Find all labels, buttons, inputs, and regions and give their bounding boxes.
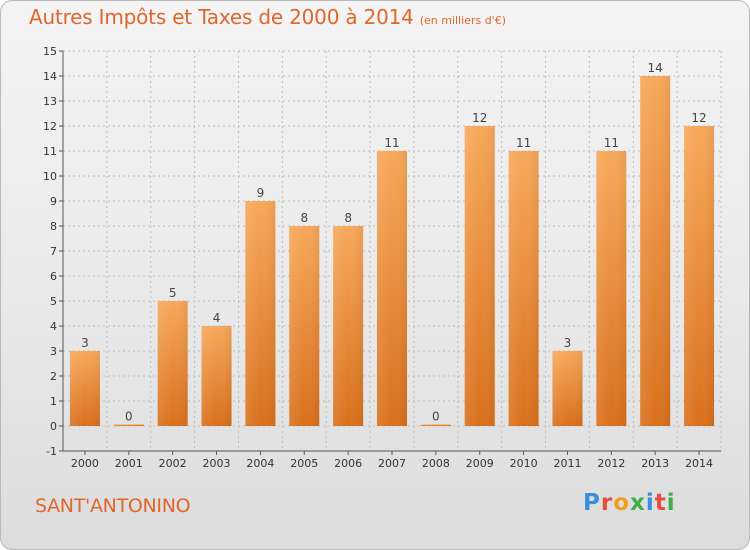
bars xyxy=(69,76,715,426)
bar-value-label: 9 xyxy=(257,186,265,200)
bar-value-label: 11 xyxy=(604,136,619,150)
bar-value-label: 14 xyxy=(648,61,663,75)
logo-letter: i xyxy=(666,490,676,516)
logo-letter: o xyxy=(613,490,631,516)
chart-title-main: Autres Impôts et Taxes de 2000 à 2014 xyxy=(29,5,414,29)
x-tick-label: 2001 xyxy=(115,457,143,470)
logo-letter: i xyxy=(645,490,655,516)
bar-value-label: 0 xyxy=(432,410,440,424)
bar-value-label: 0 xyxy=(125,410,133,424)
data-labels: 3 0 5 4 9 8 8 11 0 12 11 3 11 14 12 xyxy=(81,61,707,424)
x-tick-label: 2010 xyxy=(510,457,538,470)
y-tick-label: 9 xyxy=(50,195,57,208)
bar-shine xyxy=(508,151,539,426)
x-tick-label: 2009 xyxy=(466,457,494,470)
y-tick-label: 3 xyxy=(50,345,57,358)
x-tick-label: 2008 xyxy=(422,457,450,470)
bar-value-label: 3 xyxy=(81,336,89,350)
x-tick-label: 2005 xyxy=(290,457,318,470)
y-tick-label: 4 xyxy=(50,320,57,333)
bar-shine xyxy=(289,226,320,426)
x-tick-label: 2006 xyxy=(334,457,362,470)
y-tick-label: 12 xyxy=(43,120,57,133)
bar-shine xyxy=(113,424,144,426)
logo-letter: x xyxy=(630,490,646,516)
logo-letter: t xyxy=(654,490,667,516)
bar-shine xyxy=(157,301,188,426)
bar-shine xyxy=(684,126,715,426)
bar-value-label: 11 xyxy=(384,136,399,150)
commune-name: SANT'ANTONINO xyxy=(35,495,191,517)
bar-shine xyxy=(552,351,583,426)
y-tick-label: 0 xyxy=(50,420,57,433)
bar-value-label: 4 xyxy=(213,311,221,325)
x-tick-label: 2014 xyxy=(685,457,713,470)
logo-letter: r xyxy=(600,490,614,516)
y-tick-label: 1 xyxy=(50,395,57,408)
y-tick-label: 15 xyxy=(43,45,57,58)
x-tick-label: 2013 xyxy=(641,457,669,470)
y-tick-label: 6 xyxy=(50,270,57,283)
bar-value-label: 5 xyxy=(169,286,177,300)
y-tick-label: -1 xyxy=(46,445,57,458)
y-tick-label: 10 xyxy=(43,170,57,183)
bar-value-label: 12 xyxy=(691,111,706,125)
x-tick-label: 2003 xyxy=(203,457,231,470)
y-tick-label: 5 xyxy=(50,295,57,308)
logo-letter: P xyxy=(583,490,601,516)
x-tick-label: 2007 xyxy=(378,457,406,470)
bar-value-label: 3 xyxy=(564,336,572,350)
x-tick-label: 2002 xyxy=(159,457,187,470)
proxiti-logo[interactable]: Proxiti xyxy=(583,490,676,516)
bar-shine xyxy=(464,126,495,426)
chart-title-unit: (en milliers d'€) xyxy=(419,14,506,27)
x-tick-label: 2000 xyxy=(71,457,99,470)
bar-value-label: 11 xyxy=(516,136,531,150)
bar-shine xyxy=(420,424,451,426)
bar-shine xyxy=(69,351,100,426)
bar-value-label: 12 xyxy=(472,111,487,125)
y-tick-label: 7 xyxy=(50,245,57,258)
bar-shine xyxy=(201,326,232,426)
x-tick-label: 2011 xyxy=(553,457,581,470)
y-tick-label: 13 xyxy=(43,95,57,108)
x-tick-label: 2012 xyxy=(597,457,625,470)
y-tick-label: 2 xyxy=(50,370,57,383)
chart-title: Autres Impôts et Taxes de 2000 à 2014 (en… xyxy=(29,5,506,29)
bar-shine xyxy=(596,151,627,426)
y-tick-label: 8 xyxy=(50,220,57,233)
bar-value-label: 8 xyxy=(344,211,352,225)
y-tick-label: 14 xyxy=(43,70,57,83)
bar-shine xyxy=(245,201,276,426)
bar-value-label: 8 xyxy=(300,211,308,225)
x-tick-label: 2004 xyxy=(246,457,274,470)
y-tick-label: 11 xyxy=(43,145,57,158)
bar-shine xyxy=(333,226,364,426)
bar-shine xyxy=(377,151,407,426)
bar-shine xyxy=(640,76,671,426)
